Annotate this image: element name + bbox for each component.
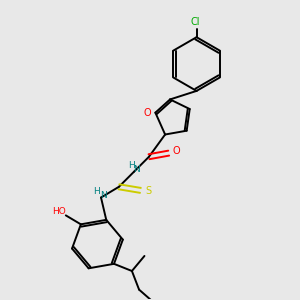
Text: H: H bbox=[93, 187, 100, 196]
Text: O: O bbox=[144, 108, 151, 118]
Text: N: N bbox=[134, 166, 140, 175]
Text: O: O bbox=[173, 146, 180, 156]
Text: N: N bbox=[100, 191, 107, 200]
Text: Cl: Cl bbox=[190, 17, 200, 27]
Text: H: H bbox=[128, 161, 134, 170]
Text: S: S bbox=[145, 186, 151, 197]
Text: HO: HO bbox=[52, 207, 66, 216]
